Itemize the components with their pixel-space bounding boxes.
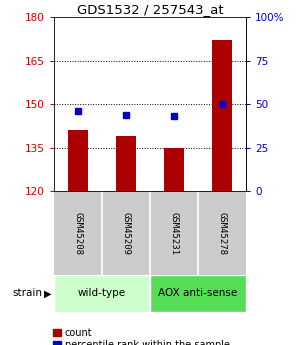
- Text: ▶: ▶: [44, 288, 51, 298]
- Text: wild-type: wild-type: [78, 288, 126, 298]
- Bar: [212, 40, 232, 191]
- Text: AOX anti-sense: AOX anti-sense: [158, 288, 238, 298]
- Bar: [116, 136, 136, 191]
- Title: GDS1532 / 257543_at: GDS1532 / 257543_at: [77, 3, 223, 16]
- Bar: [54, 275, 150, 312]
- Legend: count, percentile rank within the sample: count, percentile rank within the sample: [53, 328, 230, 345]
- Bar: [150, 275, 246, 312]
- Bar: [68, 130, 88, 191]
- Text: GSM45231: GSM45231: [169, 211, 178, 255]
- Text: GSM45278: GSM45278: [218, 211, 226, 255]
- Text: GSM45208: GSM45208: [74, 211, 82, 255]
- Text: GSM45209: GSM45209: [122, 211, 130, 255]
- Bar: [164, 148, 184, 191]
- Text: strain: strain: [12, 288, 42, 298]
